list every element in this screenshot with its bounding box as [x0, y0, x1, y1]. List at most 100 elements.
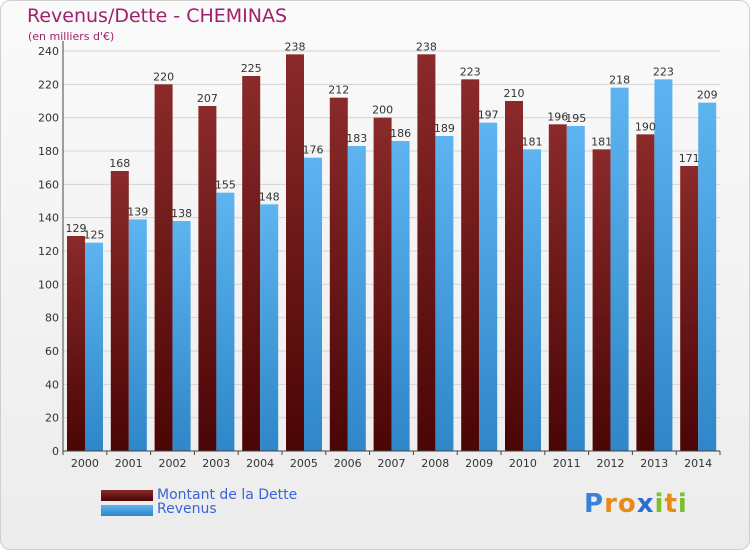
data-label: 186 — [390, 127, 411, 140]
bar-dette — [592, 149, 611, 452]
x-tick-label: 2014 — [684, 457, 712, 470]
x-tick-label: 2005 — [290, 457, 318, 470]
x-tick-label: 2008 — [421, 457, 449, 470]
logo-letter: t — [664, 489, 678, 519]
data-label: 181 — [522, 135, 543, 148]
data-label: 155 — [215, 179, 236, 192]
data-label: 212 — [328, 84, 349, 97]
data-label: 190 — [635, 120, 656, 133]
data-label: 138 — [171, 207, 192, 220]
bar-revenus — [610, 87, 629, 452]
bar-revenus — [566, 126, 585, 451]
logo-letter: o — [617, 489, 637, 519]
data-label: 125 — [84, 229, 105, 242]
bar-dette — [680, 166, 699, 451]
data-label: 218 — [609, 74, 630, 87]
x-tick-label: 2000 — [71, 457, 99, 470]
bar-dette — [286, 54, 304, 451]
legend-swatch-dette — [101, 490, 153, 501]
x-tick-label: 2004 — [246, 457, 274, 470]
data-label: 223 — [653, 65, 674, 78]
data-label: 225 — [241, 62, 262, 75]
logo-letter: P — [584, 489, 605, 519]
data-label: 238 — [285, 40, 306, 53]
y-tick-label: 160 — [38, 178, 59, 191]
y-tick-label: 60 — [45, 345, 59, 358]
legend-label-dette: Montant de la Dette — [157, 487, 298, 503]
x-tick-label: 2001 — [115, 457, 143, 470]
y-tick-label: 0 — [52, 445, 59, 458]
data-label: 129 — [66, 222, 87, 235]
x-tick-label: 2009 — [465, 457, 493, 470]
x-tick-label: 2006 — [334, 457, 362, 470]
data-label: 139 — [127, 205, 148, 218]
bar-dette — [373, 117, 392, 452]
data-label: 176 — [303, 144, 324, 157]
bar-revenus — [698, 102, 717, 452]
bar-revenus — [523, 149, 541, 452]
y-tick-label: 220 — [38, 78, 59, 91]
x-tick-label: 2003 — [202, 457, 230, 470]
y-tick-label: 180 — [38, 145, 59, 158]
logo-letter: i — [677, 489, 688, 519]
proxiti-logo: Proxiti — [584, 489, 688, 519]
x-tick-label: 2013 — [640, 457, 668, 470]
bar-revenus — [479, 122, 498, 452]
legend-swatch-revenus — [101, 505, 153, 516]
logo-letter: r — [604, 489, 618, 519]
data-label: 171 — [679, 152, 700, 165]
y-tick-label: 100 — [38, 278, 59, 291]
x-tick-label: 2002 — [159, 457, 187, 470]
bar-dette — [67, 236, 85, 451]
data-label: 189 — [434, 122, 455, 135]
bar-dette — [198, 106, 217, 451]
logo-letter: i — [654, 489, 665, 519]
bar-dette — [329, 97, 348, 452]
data-label: 223 — [460, 65, 481, 78]
bar-dette — [636, 134, 655, 452]
bar-revenus — [216, 192, 235, 451]
chart-subtitle: (en milliers d'€) — [28, 30, 115, 43]
bar-revenus — [654, 79, 673, 451]
x-tick-label: 2007 — [378, 457, 406, 470]
bar-revenus — [128, 219, 147, 451]
data-label: 210 — [504, 87, 525, 100]
data-label: 207 — [197, 92, 218, 105]
data-label: 238 — [416, 40, 437, 53]
chart-title: Revenus/Dette - CHEMINAS — [27, 5, 288, 27]
bar-revenus — [435, 136, 454, 451]
bar-revenus — [391, 141, 410, 451]
bar-revenus — [347, 146, 366, 451]
data-label: 168 — [109, 157, 130, 170]
bar-dette — [417, 54, 436, 451]
data-label: 183 — [346, 132, 367, 145]
y-tick-label: 40 — [45, 378, 59, 391]
data-label: 220 — [153, 70, 174, 83]
bar-dette — [110, 171, 129, 451]
y-tick-label: 80 — [45, 312, 59, 325]
data-label: 196 — [547, 110, 568, 123]
bar-revenus — [172, 221, 191, 451]
y-tick-label: 120 — [38, 245, 59, 258]
y-tick-label: 240 — [38, 45, 59, 58]
bar-dette — [461, 79, 480, 451]
bar-dette — [242, 76, 261, 451]
bar-dette — [505, 101, 523, 451]
bar-revenus — [304, 157, 322, 451]
data-label: 148 — [259, 190, 280, 203]
bar-revenus — [260, 204, 279, 451]
data-label: 200 — [372, 104, 393, 117]
y-tick-label: 200 — [38, 112, 59, 125]
x-tick-label: 2012 — [597, 457, 625, 470]
y-tick-label: 20 — [45, 412, 59, 425]
data-label: 181 — [591, 135, 612, 148]
data-label: 195 — [565, 112, 586, 125]
bar-dette — [154, 84, 173, 451]
data-label: 197 — [478, 109, 499, 122]
y-tick-label: 140 — [38, 212, 59, 225]
legend-label-revenus: Revenus — [157, 501, 217, 517]
data-label: 209 — [697, 89, 718, 102]
bar-dette — [548, 124, 567, 451]
x-tick-label: 2010 — [509, 457, 537, 470]
